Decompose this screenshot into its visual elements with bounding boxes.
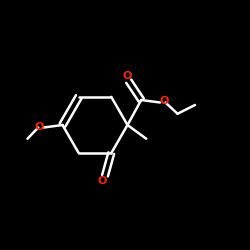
Text: O: O	[98, 176, 107, 186]
Text: O: O	[160, 96, 169, 106]
Text: O: O	[34, 122, 43, 132]
Text: O: O	[123, 71, 132, 81]
